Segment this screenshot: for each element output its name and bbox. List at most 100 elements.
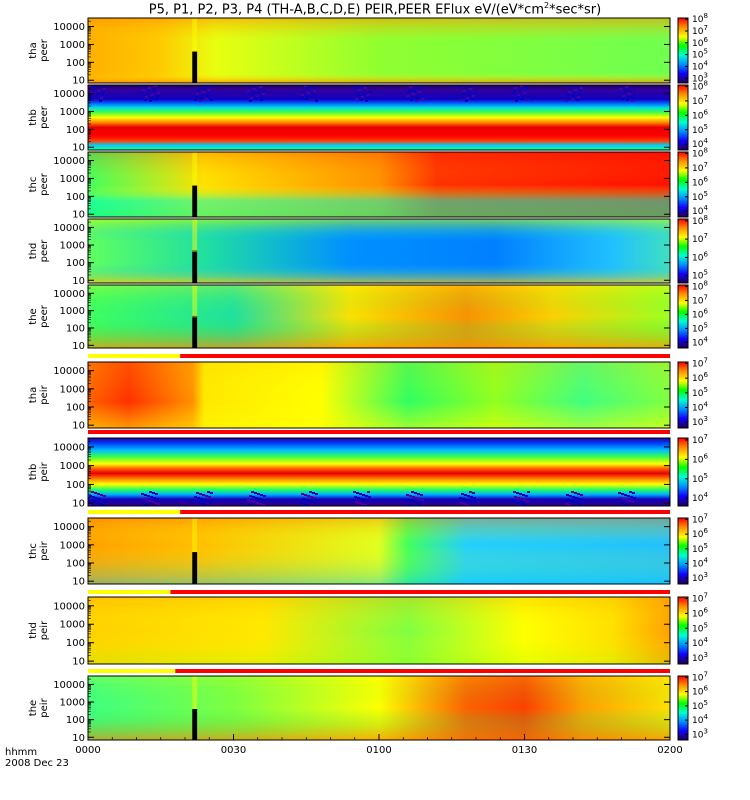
y-tick-label: 10000	[53, 601, 85, 612]
heatmap-speckle	[575, 497, 578, 499]
heatmap-speckle	[93, 501, 96, 503]
heatmap-speckle	[411, 491, 414, 493]
colorbar-tick-label: 105	[692, 269, 708, 282]
heatmap-speckle	[207, 92, 210, 94]
y-tick-label: 100	[66, 715, 85, 726]
heatmap-speckle	[156, 95, 159, 97]
colorbar-tick-label: 105	[692, 321, 708, 334]
x-tick-label: 0100	[366, 745, 391, 756]
heatmap-speckle	[566, 494, 569, 496]
heatmap-speckle	[575, 86, 578, 88]
heatmap-speckle	[93, 86, 96, 88]
heatmap-speckle	[196, 93, 199, 95]
heatmap-speckle	[460, 99, 463, 101]
y-tick-label: 10	[72, 210, 85, 221]
heatmap-speckle	[363, 499, 366, 501]
heatmap-speckle	[630, 87, 633, 89]
heatmap-speckle	[516, 97, 519, 99]
heatmap-speckle	[419, 503, 422, 505]
colorbar-tick-label: 105	[692, 542, 708, 555]
heatmap-speckle	[310, 496, 313, 498]
heatmap-speckle	[409, 86, 412, 88]
y-tick-label: 1000	[60, 461, 85, 472]
y-label-species: peir	[39, 697, 50, 717]
heatmap-speckle	[632, 492, 635, 494]
heatmap-speckle	[305, 98, 308, 100]
heatmap-speckle	[407, 92, 410, 94]
heatmap-overlay	[88, 285, 670, 348]
heatmap-speckle	[459, 497, 462, 499]
heatmap-speckle	[513, 491, 516, 493]
y-label-probe: the	[28, 700, 39, 716]
heatmap-speckle	[417, 493, 420, 495]
heatmap-speckle	[514, 87, 517, 89]
heatmap-speckle	[209, 86, 212, 88]
heatmap-speckle	[619, 88, 622, 90]
heatmap-overlay	[88, 362, 670, 428]
heatmap-speckle	[520, 85, 523, 87]
heatmap-speckle	[406, 95, 409, 97]
heatmap-speckle	[580, 87, 583, 89]
panel-frame	[87, 284, 671, 349]
heatmap-speckle	[253, 88, 256, 90]
heatmap-speckle	[526, 500, 529, 502]
y-label-probe: tha	[28, 42, 39, 58]
heatmap-speckle	[576, 502, 579, 504]
heatmap-overlay	[88, 152, 670, 217]
data-gap-column	[192, 18, 198, 52]
heatmap-speckle	[618, 91, 621, 93]
y-label-species: peer	[39, 105, 50, 129]
heatmap-speckle	[462, 93, 465, 95]
panel-frame	[87, 517, 671, 585]
heatmap-speckle	[416, 97, 419, 99]
heatmap-speckle	[357, 497, 360, 499]
heatmap-speckle	[210, 99, 213, 101]
heatmap-speckle	[360, 99, 363, 101]
heatmap-speckle	[142, 498, 145, 500]
heatmap-speckle	[366, 500, 369, 502]
y-tick-label: 10000	[53, 442, 85, 453]
heatmap-speckle	[152, 492, 155, 494]
y-tick-label: 10000	[53, 522, 85, 533]
heatmap-speckle	[90, 500, 93, 502]
heatmap-speckle	[202, 494, 205, 496]
heatmap-speckle	[361, 96, 364, 98]
heatmap-speckle	[521, 503, 524, 505]
heatmap-speckle	[364, 87, 367, 89]
heatmap-overlay	[88, 597, 670, 664]
colorbar-tick-label: 108	[692, 12, 708, 25]
colorbar-tick-label: 107	[692, 94, 708, 107]
heatmap-speckle	[263, 90, 266, 92]
y-label-probe: the	[28, 308, 39, 324]
heatmap-speckle	[150, 97, 153, 99]
heatmap-speckle	[148, 87, 151, 89]
heatmap-speckle	[308, 89, 311, 91]
data-gap-column	[192, 518, 198, 553]
heatmap-speckle	[354, 85, 357, 87]
heatmap-speckle	[196, 492, 199, 494]
heatmap-speckle	[312, 93, 315, 95]
heatmap-speckle	[618, 492, 621, 494]
heatmap-speckle	[353, 88, 356, 90]
colorbar-tick-label: 105	[692, 621, 708, 634]
heatmap-speckle	[517, 94, 520, 96]
heatmap-speckle	[418, 91, 421, 93]
heatmap-speckle	[259, 86, 262, 88]
heatmap-speckle	[195, 96, 198, 98]
heatmap-speckle	[354, 496, 357, 498]
heatmap-speckle	[360, 498, 363, 500]
colorbar-tick-label: 104	[692, 59, 708, 72]
heatmap-speckle	[197, 497, 200, 499]
heatmap-speckle	[358, 502, 361, 504]
heatmap-speckle	[199, 493, 202, 495]
heatmap-speckle	[102, 504, 105, 506]
heatmap-speckle	[95, 96, 98, 98]
data-gap-column	[192, 219, 198, 253]
heatmap-speckle	[89, 495, 92, 497]
colorbar-thd-peer: 105 106 107 108	[677, 214, 708, 284]
heatmap-speckle	[578, 498, 581, 500]
